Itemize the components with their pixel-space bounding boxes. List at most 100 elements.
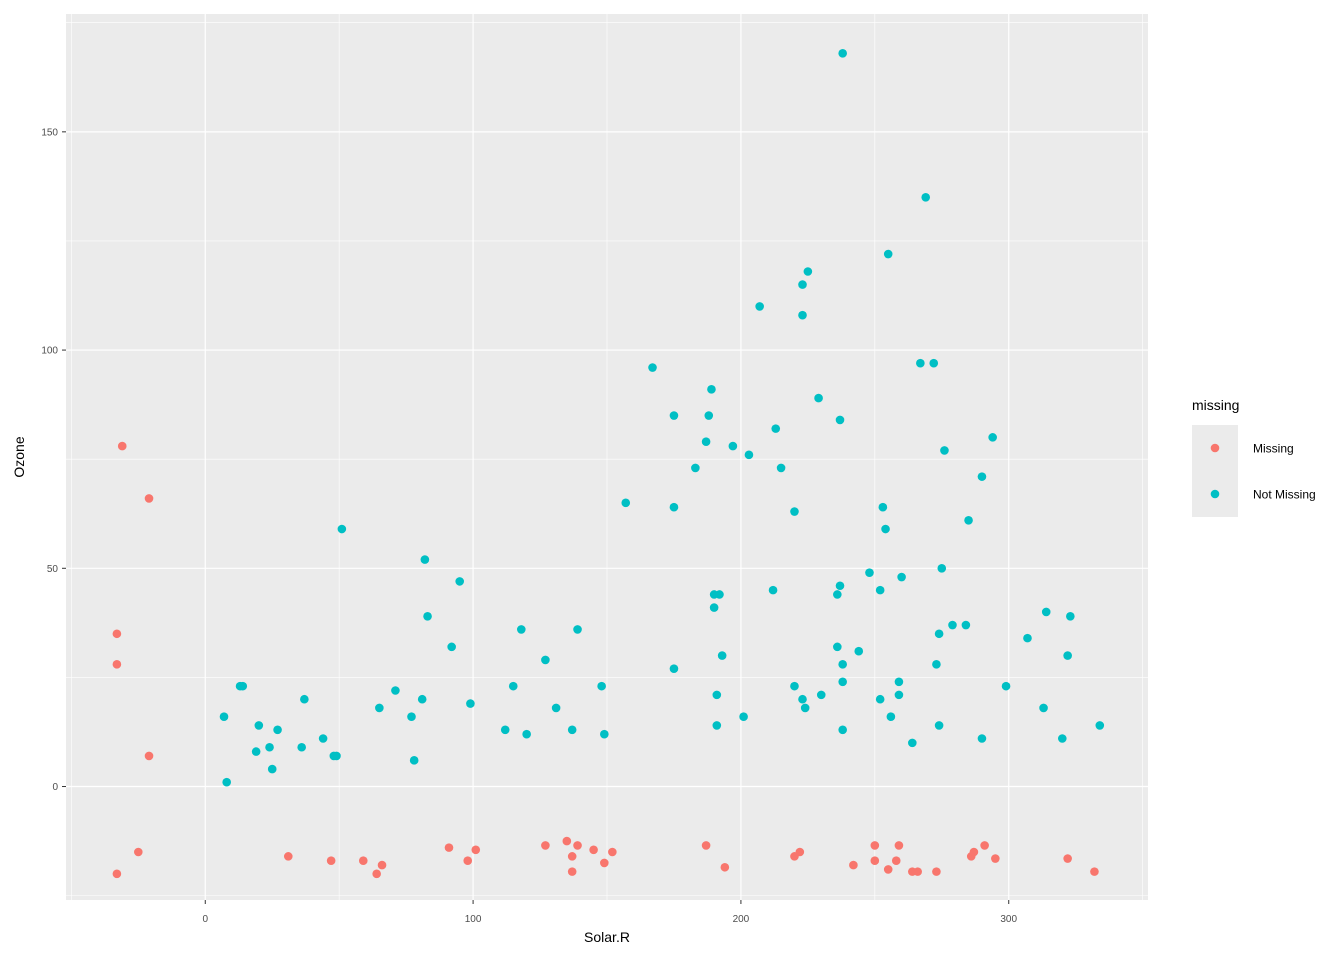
point-not-missing bbox=[929, 358, 939, 368]
point-not-missing bbox=[669, 502, 679, 512]
point-not-missing bbox=[798, 280, 807, 289]
y-tick-label: 100 bbox=[41, 346, 58, 357]
point-not-missing bbox=[267, 764, 277, 774]
point-not-missing bbox=[318, 734, 328, 743]
point-not-missing bbox=[567, 725, 577, 735]
point-not-missing bbox=[1023, 633, 1032, 643]
point-missing bbox=[326, 856, 336, 866]
data-points bbox=[112, 48, 1105, 879]
point-not-missing bbox=[948, 620, 957, 630]
point-not-missing bbox=[701, 437, 711, 447]
point-not-missing bbox=[854, 646, 864, 656]
point-not-missing bbox=[420, 555, 430, 564]
point-not-missing bbox=[273, 725, 282, 735]
point-not-missing bbox=[219, 712, 229, 721]
point-missing bbox=[541, 841, 550, 850]
point-not-missing bbox=[768, 585, 778, 595]
point-not-missing bbox=[878, 502, 888, 512]
point-not-missing bbox=[1001, 681, 1011, 691]
point-not-missing bbox=[522, 729, 531, 739]
point-missing bbox=[720, 862, 730, 872]
point-not-missing bbox=[669, 411, 679, 420]
point-not-missing bbox=[709, 603, 719, 612]
legend-title: missing bbox=[1192, 397, 1239, 413]
point-not-missing bbox=[375, 703, 384, 713]
point-not-missing bbox=[865, 568, 874, 577]
y-tick-label: 50 bbox=[47, 564, 59, 575]
point-missing bbox=[444, 843, 454, 852]
point-missing bbox=[358, 856, 368, 866]
point-not-missing bbox=[875, 585, 885, 595]
point-not-missing bbox=[409, 756, 419, 765]
point-missing bbox=[573, 841, 582, 850]
point-not-missing bbox=[669, 664, 679, 673]
point-not-missing bbox=[407, 712, 416, 721]
point-not-missing bbox=[838, 660, 847, 669]
point-not-missing bbox=[921, 193, 931, 202]
point-not-missing bbox=[715, 590, 724, 599]
y-tick-label: 150 bbox=[41, 127, 58, 138]
point-not-missing bbox=[897, 572, 906, 582]
point-not-missing bbox=[739, 712, 748, 721]
point-not-missing bbox=[621, 498, 631, 508]
point-missing bbox=[913, 867, 922, 876]
point-missing bbox=[894, 841, 904, 850]
point-missing bbox=[980, 841, 989, 850]
point-not-missing bbox=[332, 751, 341, 761]
point-not-missing bbox=[937, 563, 947, 573]
point-not-missing bbox=[417, 694, 427, 704]
point-not-missing bbox=[500, 725, 510, 735]
point-not-missing bbox=[964, 515, 973, 525]
point-missing bbox=[112, 869, 122, 879]
point-missing bbox=[932, 867, 941, 876]
point-missing bbox=[849, 860, 858, 870]
x-tick-label: 100 bbox=[465, 914, 482, 925]
point-not-missing bbox=[988, 433, 997, 442]
point-not-missing bbox=[337, 524, 347, 534]
x-tick-label: 200 bbox=[733, 914, 750, 925]
point-missing bbox=[795, 847, 805, 857]
point-not-missing bbox=[1039, 703, 1048, 713]
point-not-missing bbox=[932, 660, 941, 669]
point-not-missing bbox=[838, 725, 847, 735]
point-not-missing bbox=[300, 694, 309, 704]
legend-label-not-missing: Not Missing bbox=[1253, 488, 1316, 502]
point-missing bbox=[608, 847, 617, 857]
point-not-missing bbox=[717, 651, 727, 660]
point-not-missing bbox=[961, 620, 971, 630]
grid-lines bbox=[66, 14, 1148, 900]
point-not-missing bbox=[600, 729, 609, 739]
point-not-missing bbox=[1057, 734, 1067, 743]
point-not-missing bbox=[297, 742, 306, 752]
point-not-missing bbox=[798, 694, 807, 704]
point-not-missing bbox=[833, 642, 842, 652]
point-not-missing bbox=[551, 703, 561, 713]
point-missing bbox=[562, 836, 572, 846]
point-not-missing bbox=[940, 446, 949, 455]
point-not-missing bbox=[251, 747, 261, 756]
legend: missing Missing Not Missing bbox=[1192, 397, 1316, 517]
point-missing bbox=[117, 441, 127, 451]
point-not-missing bbox=[707, 385, 716, 394]
point-missing bbox=[471, 845, 481, 855]
legend-label-missing: Missing bbox=[1253, 442, 1294, 456]
point-not-missing bbox=[222, 777, 231, 787]
point-missing bbox=[1090, 867, 1099, 876]
point-missing bbox=[991, 854, 1000, 863]
point-not-missing bbox=[886, 712, 896, 721]
point-not-missing bbox=[447, 642, 456, 652]
point-not-missing bbox=[573, 625, 582, 634]
point-not-missing bbox=[771, 424, 781, 433]
point-not-missing bbox=[423, 612, 432, 621]
point-not-missing bbox=[977, 734, 987, 743]
point-not-missing bbox=[254, 721, 264, 730]
point-not-missing bbox=[800, 703, 810, 713]
point-not-missing bbox=[790, 681, 799, 691]
point-not-missing bbox=[238, 681, 248, 691]
point-not-missing bbox=[704, 411, 714, 420]
point-missing bbox=[870, 841, 880, 850]
point-not-missing bbox=[648, 363, 657, 372]
point-not-missing bbox=[816, 690, 826, 700]
point-not-missing bbox=[894, 690, 904, 700]
point-missing bbox=[969, 847, 979, 857]
